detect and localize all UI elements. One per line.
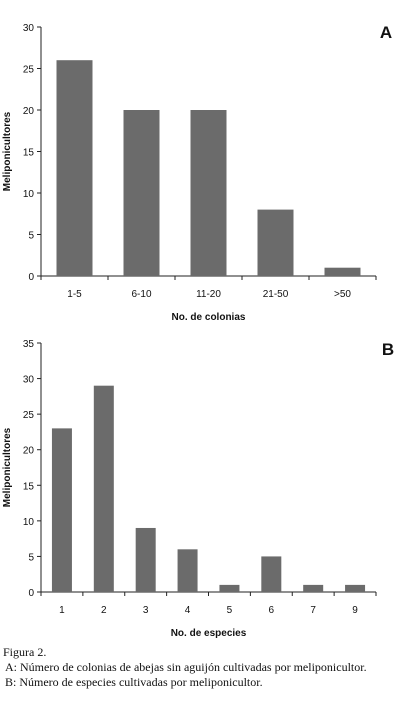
panel-a-y-tick-label: 20 (23, 106, 35, 117)
panel-b-x-tick-label: 3 (143, 605, 149, 616)
panel-b-y-tick-label: 20 (23, 446, 35, 457)
panel-b-y-tick-label: 30 (23, 375, 35, 386)
panel-b-x-axis-title: No. de especies (171, 628, 247, 639)
caption-line-b: B: Número de especies cultivadas por mel… (5, 675, 263, 689)
panel-b-y-tick-label: 15 (23, 481, 35, 492)
panel-b-bar (219, 584, 240, 592)
panel-a-bar (257, 209, 294, 276)
panel-b-x-tick-label: 6 (269, 605, 275, 616)
panel-a-x-tick-label: 21-50 (263, 289, 289, 300)
panel-a-x-tick-label: 6-10 (131, 289, 151, 300)
panel-b-bar (51, 428, 72, 592)
panel-a-letter: A (380, 23, 392, 42)
panel-b-x-tick-label: 7 (310, 605, 316, 616)
panel-b-bar (135, 527, 156, 592)
panel-a-y-tick-label: 0 (28, 272, 34, 283)
panel-a-y-tick-label: 30 (23, 23, 35, 34)
panel-a-y-tick-label: 10 (23, 189, 35, 200)
caption-line-a: A: Número de colonias de abejas sin agui… (5, 660, 367, 674)
panel-b-bar (261, 556, 282, 592)
panel-a-y-tick-label: 5 (28, 231, 34, 242)
panel-b-y-tick-label: 5 (28, 552, 34, 563)
panel-a-bar (324, 267, 361, 276)
panel-b-y-axis-title: Meliponicultores (2, 427, 13, 507)
panel-a-x-tick-label: 11-20 (196, 289, 221, 300)
panel-b-y-tick-label: 35 (23, 339, 35, 350)
panel-b-bar (303, 584, 324, 592)
panel-a-y-tick-label: 15 (23, 148, 35, 159)
panel-a-x-tick-label: >50 (334, 289, 351, 300)
panel-b-bar (345, 584, 366, 592)
panel-b-bar (93, 385, 114, 592)
caption-title: Figura 2. (3, 645, 47, 659)
panel-a-x-tick-label: 1-5 (67, 289, 82, 300)
panel-a-bar (56, 60, 93, 277)
panel-b-bar (177, 549, 198, 592)
panel-a-bar (190, 110, 227, 276)
panel-b-x-tick-label: 9 (352, 605, 358, 616)
panel-b-y-tick-label: 25 (23, 410, 35, 421)
panel-b-x-tick-label: 4 (185, 605, 191, 616)
panel-b-letter: B (382, 340, 394, 359)
panel-a-y-axis-title: Meliponicultores (2, 111, 13, 191)
panel-a-x-axis-title: No. de colonias (172, 312, 246, 323)
panel-a-bar (123, 110, 160, 276)
panel-b-y-tick-label: 0 (28, 588, 34, 599)
panel-a-y-tick-label: 25 (23, 65, 35, 76)
panel-b-y-tick-label: 10 (23, 517, 35, 528)
panel-b-x-tick-label: 2 (101, 605, 107, 616)
figure-caption: Figura 2. A: Número de colonias de abeja… (3, 645, 402, 690)
panel-b-x-tick-label: 5 (227, 605, 233, 616)
panel-b-x-tick-label: 1 (59, 605, 65, 616)
